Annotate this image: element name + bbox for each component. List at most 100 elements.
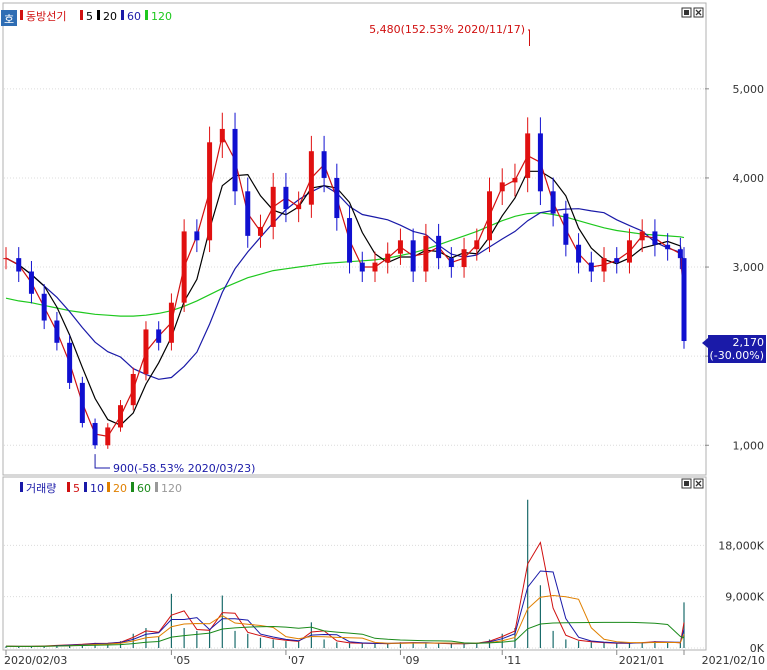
candle bbox=[16, 258, 22, 272]
candle bbox=[283, 186, 289, 210]
candle bbox=[626, 240, 632, 263]
candle bbox=[525, 133, 531, 178]
candle bbox=[181, 231, 187, 303]
candle bbox=[639, 231, 645, 241]
candle bbox=[601, 258, 607, 272]
price-panel bbox=[2, 2, 707, 476]
candle bbox=[245, 191, 251, 236]
x-tick-label: 2021/02/10 bbox=[702, 654, 765, 666]
x-tick-label: '09 bbox=[402, 654, 419, 666]
price-axis: 1,000 3,000 4,000 5,000 bbox=[705, 83, 764, 452]
volume-panel bbox=[2, 476, 707, 651]
x-tick-label: 2020/02/03 bbox=[4, 654, 67, 666]
candle bbox=[652, 231, 658, 245]
volume-legend-title: 거래량 bbox=[26, 482, 56, 495]
mode-badge-label: 호 bbox=[4, 13, 14, 26]
candle bbox=[219, 128, 225, 143]
candle bbox=[681, 258, 687, 342]
price-legend-title: 동방선기 bbox=[26, 10, 66, 23]
legend-marker bbox=[20, 10, 23, 20]
candle bbox=[359, 262, 365, 272]
volume-legend: 거래량 5 10 20 60 120 bbox=[20, 482, 182, 495]
candle bbox=[194, 231, 200, 241]
candle bbox=[588, 262, 594, 272]
legend-ma20: 20 bbox=[103, 10, 117, 23]
price-legend: 동방선기 5 20 60 120 bbox=[20, 10, 172, 23]
candle bbox=[270, 186, 276, 227]
legend-ma60: 60 bbox=[127, 10, 141, 23]
candle bbox=[563, 213, 569, 245]
legend-vma120: 120 bbox=[161, 482, 182, 495]
legend-marker bbox=[155, 482, 158, 492]
x-axis: 2020/02/03 '05 '07 '09 '11 2021/01 2021/02/10 bbox=[4, 650, 765, 667]
candle bbox=[487, 191, 493, 241]
y-tick-label: 4,000 bbox=[733, 172, 765, 185]
legend-vma60: 60 bbox=[137, 482, 151, 495]
candle bbox=[296, 204, 302, 210]
x-tick-label: '05 bbox=[173, 654, 190, 666]
candle bbox=[677, 249, 683, 259]
candle bbox=[550, 191, 556, 214]
candle bbox=[576, 244, 582, 263]
y-tick-label: 3,000 bbox=[733, 261, 765, 274]
current-price-badge: 2,170 (-30.00%) bbox=[702, 335, 766, 363]
legend-marker bbox=[145, 10, 148, 20]
low-annotation-pointer bbox=[94, 454, 110, 469]
legend-vma20: 20 bbox=[113, 482, 127, 495]
mode-badge[interactable] bbox=[1, 10, 17, 26]
legend-marker bbox=[131, 482, 134, 492]
volume-panel-controls bbox=[681, 478, 704, 489]
current-price-box bbox=[708, 335, 766, 363]
legend-marker bbox=[80, 10, 83, 20]
current-price-change: (-30.00%) bbox=[710, 349, 765, 362]
candle bbox=[54, 320, 60, 343]
current-price-pointer bbox=[702, 338, 708, 348]
candle bbox=[143, 329, 149, 374]
volume-ma60-line bbox=[5, 621, 685, 647]
x-tick-label: '11 bbox=[504, 654, 521, 666]
legend-vma5: 5 bbox=[73, 482, 80, 495]
candle bbox=[92, 422, 98, 446]
current-price-value: 2,170 bbox=[733, 336, 765, 349]
candle bbox=[397, 240, 403, 254]
y-tick-label: 1,000 bbox=[733, 439, 765, 452]
candle bbox=[423, 235, 429, 272]
candle bbox=[372, 262, 378, 272]
candle bbox=[385, 253, 391, 263]
legend-marker bbox=[97, 10, 100, 20]
candle bbox=[537, 133, 543, 192]
candle bbox=[118, 405, 124, 428]
candle bbox=[232, 128, 238, 192]
candle bbox=[461, 249, 467, 268]
y-tick-label: 0K bbox=[750, 642, 765, 655]
candle bbox=[79, 382, 85, 423]
candle bbox=[130, 373, 136, 406]
legend-vma10: 10 bbox=[90, 482, 104, 495]
y-tick-label: 5,000 bbox=[733, 83, 765, 96]
candle bbox=[474, 240, 480, 250]
candle bbox=[257, 226, 263, 236]
x-tick-label: 2021/01 bbox=[619, 654, 665, 666]
y-tick-label: 9,000K bbox=[725, 591, 764, 604]
candle bbox=[105, 427, 111, 446]
x-tick-label: '07 bbox=[288, 654, 305, 666]
legend-marker bbox=[121, 10, 124, 20]
candle bbox=[207, 142, 213, 241]
candle bbox=[499, 182, 505, 192]
candle bbox=[321, 151, 327, 178]
maximize-icon-inner bbox=[684, 481, 689, 486]
y-tick-label: 18,000K bbox=[718, 539, 764, 552]
candle bbox=[3, 258, 9, 260]
legend-marker bbox=[84, 482, 87, 492]
volume-ma20-line bbox=[5, 594, 685, 647]
candle bbox=[168, 302, 174, 343]
legend-ma120: 120 bbox=[151, 10, 172, 23]
high-annotation-label: 5,480(152.53% 2020/11/17) bbox=[369, 23, 525, 36]
high-annotation: 5,480(152.53% 2020/11/17) bbox=[369, 23, 530, 47]
low-annotation: 900(-58.53% 2020/03/23) bbox=[94, 454, 255, 475]
candle bbox=[67, 342, 73, 383]
candle bbox=[665, 244, 671, 250]
candle bbox=[436, 235, 442, 259]
